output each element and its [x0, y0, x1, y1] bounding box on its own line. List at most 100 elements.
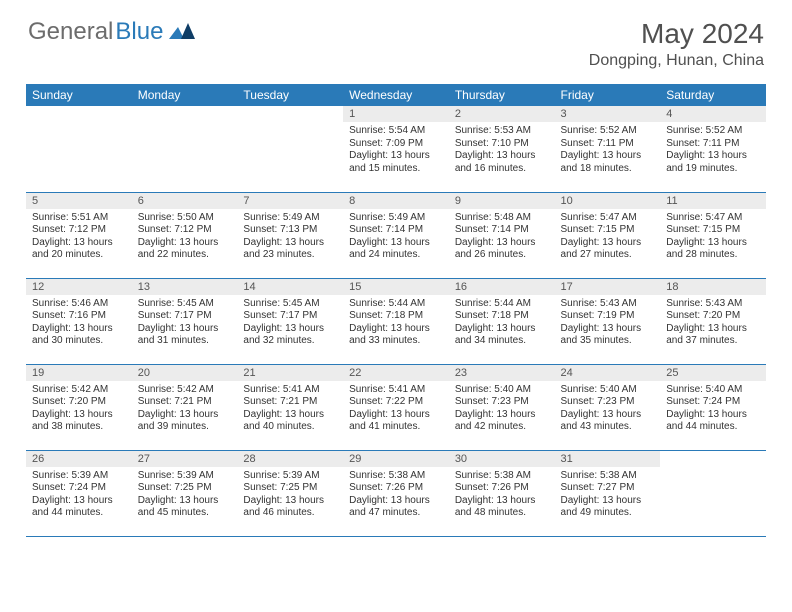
day-number: 5 [26, 193, 132, 209]
calendar-cell: 11Sunrise: 5:47 AMSunset: 7:15 PMDayligh… [660, 192, 766, 278]
day-line-ss: Sunset: 7:23 PM [455, 396, 549, 409]
day-number: 11 [660, 193, 766, 209]
day-line-d1: Daylight: 13 hours [561, 409, 655, 422]
day-line-sr: Sunrise: 5:41 AM [243, 384, 337, 397]
day-line-sr: Sunrise: 5:51 AM [32, 212, 126, 225]
day-line-d2: and 31 minutes. [138, 335, 232, 348]
day-number: 4 [660, 106, 766, 122]
day-body: Sunrise: 5:54 AMSunset: 7:09 PMDaylight:… [343, 122, 449, 179]
day-line-d2: and 23 minutes. [243, 249, 337, 262]
calendar-cell: 26Sunrise: 5:39 AMSunset: 7:24 PMDayligh… [26, 450, 132, 536]
day-line-ss: Sunset: 7:19 PM [561, 310, 655, 323]
calendar-cell: 7Sunrise: 5:49 AMSunset: 7:13 PMDaylight… [237, 192, 343, 278]
day-line-ss: Sunset: 7:11 PM [561, 138, 655, 151]
day-line-d1: Daylight: 13 hours [666, 237, 760, 250]
day-line-ss: Sunset: 7:20 PM [32, 396, 126, 409]
day-body: Sunrise: 5:43 AMSunset: 7:19 PMDaylight:… [555, 295, 661, 352]
calendar-cell: 21Sunrise: 5:41 AMSunset: 7:21 PMDayligh… [237, 364, 343, 450]
calendar-cell [660, 450, 766, 536]
day-line-d2: and 44 minutes. [32, 507, 126, 520]
calendar-cell: 10Sunrise: 5:47 AMSunset: 7:15 PMDayligh… [555, 192, 661, 278]
dow-header: Thursday [449, 84, 555, 106]
day-line-d2: and 35 minutes. [561, 335, 655, 348]
dow-header: Sunday [26, 84, 132, 106]
day-number: 20 [132, 365, 238, 381]
day-line-d1: Daylight: 13 hours [561, 323, 655, 336]
dow-row: SundayMondayTuesdayWednesdayThursdayFrid… [26, 84, 766, 106]
day-line-ss: Sunset: 7:11 PM [666, 138, 760, 151]
day-body: Sunrise: 5:40 AMSunset: 7:24 PMDaylight:… [660, 381, 766, 438]
day-line-d1: Daylight: 13 hours [138, 323, 232, 336]
logo-icon [169, 18, 195, 46]
dow-header: Wednesday [343, 84, 449, 106]
calendar-week: 26Sunrise: 5:39 AMSunset: 7:24 PMDayligh… [26, 450, 766, 536]
calendar-cell: 6Sunrise: 5:50 AMSunset: 7:12 PMDaylight… [132, 192, 238, 278]
day-line-d1: Daylight: 13 hours [561, 237, 655, 250]
calendar-cell: 12Sunrise: 5:46 AMSunset: 7:16 PMDayligh… [26, 278, 132, 364]
day-line-d1: Daylight: 13 hours [349, 150, 443, 163]
day-line-sr: Sunrise: 5:38 AM [349, 470, 443, 483]
day-line-sr: Sunrise: 5:42 AM [138, 384, 232, 397]
day-line-ss: Sunset: 7:17 PM [138, 310, 232, 323]
calendar-cell: 15Sunrise: 5:44 AMSunset: 7:18 PMDayligh… [343, 278, 449, 364]
day-line-sr: Sunrise: 5:46 AM [32, 298, 126, 311]
day-line-ss: Sunset: 7:15 PM [666, 224, 760, 237]
title-month: May 2024 [589, 18, 764, 50]
calendar-cell: 25Sunrise: 5:40 AMSunset: 7:24 PMDayligh… [660, 364, 766, 450]
calendar-cell [237, 106, 343, 192]
day-body: Sunrise: 5:40 AMSunset: 7:23 PMDaylight:… [449, 381, 555, 438]
day-line-d2: and 18 minutes. [561, 163, 655, 176]
day-line-d1: Daylight: 13 hours [138, 409, 232, 422]
day-line-sr: Sunrise: 5:48 AM [455, 212, 549, 225]
day-number: 27 [132, 451, 238, 467]
day-number: 25 [660, 365, 766, 381]
calendar-cell: 17Sunrise: 5:43 AMSunset: 7:19 PMDayligh… [555, 278, 661, 364]
day-body: Sunrise: 5:43 AMSunset: 7:20 PMDaylight:… [660, 295, 766, 352]
day-line-d2: and 30 minutes. [32, 335, 126, 348]
day-line-sr: Sunrise: 5:41 AM [349, 384, 443, 397]
day-line-ss: Sunset: 7:10 PM [455, 138, 549, 151]
day-line-d2: and 42 minutes. [455, 421, 549, 434]
calendar-week: 19Sunrise: 5:42 AMSunset: 7:20 PMDayligh… [26, 364, 766, 450]
day-line-d2: and 47 minutes. [349, 507, 443, 520]
day-number: 31 [555, 451, 661, 467]
calendar-cell [26, 106, 132, 192]
day-line-sr: Sunrise: 5:44 AM [455, 298, 549, 311]
day-line-ss: Sunset: 7:24 PM [32, 482, 126, 495]
day-line-ss: Sunset: 7:20 PM [666, 310, 760, 323]
day-body: Sunrise: 5:41 AMSunset: 7:21 PMDaylight:… [237, 381, 343, 438]
day-body: Sunrise: 5:42 AMSunset: 7:21 PMDaylight:… [132, 381, 238, 438]
day-line-sr: Sunrise: 5:39 AM [138, 470, 232, 483]
day-body: Sunrise: 5:39 AMSunset: 7:25 PMDaylight:… [132, 467, 238, 524]
day-body: Sunrise: 5:45 AMSunset: 7:17 PMDaylight:… [132, 295, 238, 352]
day-line-sr: Sunrise: 5:40 AM [561, 384, 655, 397]
day-body: Sunrise: 5:45 AMSunset: 7:17 PMDaylight:… [237, 295, 343, 352]
day-line-d1: Daylight: 13 hours [349, 237, 443, 250]
day-line-d1: Daylight: 13 hours [32, 237, 126, 250]
day-line-sr: Sunrise: 5:42 AM [32, 384, 126, 397]
day-line-ss: Sunset: 7:27 PM [561, 482, 655, 495]
day-number: 18 [660, 279, 766, 295]
day-line-d2: and 16 minutes. [455, 163, 549, 176]
calendar-cell: 27Sunrise: 5:39 AMSunset: 7:25 PMDayligh… [132, 450, 238, 536]
day-line-sr: Sunrise: 5:38 AM [561, 470, 655, 483]
day-body: Sunrise: 5:39 AMSunset: 7:24 PMDaylight:… [26, 467, 132, 524]
day-line-ss: Sunset: 7:12 PM [32, 224, 126, 237]
day-line-d2: and 41 minutes. [349, 421, 443, 434]
calendar-cell: 16Sunrise: 5:44 AMSunset: 7:18 PMDayligh… [449, 278, 555, 364]
day-body: Sunrise: 5:40 AMSunset: 7:23 PMDaylight:… [555, 381, 661, 438]
day-line-sr: Sunrise: 5:47 AM [561, 212, 655, 225]
day-line-d2: and 48 minutes. [455, 507, 549, 520]
day-number: 8 [343, 193, 449, 209]
calendar-cell: 29Sunrise: 5:38 AMSunset: 7:26 PMDayligh… [343, 450, 449, 536]
day-line-ss: Sunset: 7:25 PM [138, 482, 232, 495]
day-line-sr: Sunrise: 5:39 AM [32, 470, 126, 483]
day-line-sr: Sunrise: 5:50 AM [138, 212, 232, 225]
day-line-ss: Sunset: 7:12 PM [138, 224, 232, 237]
day-line-d1: Daylight: 13 hours [455, 237, 549, 250]
day-line-sr: Sunrise: 5:44 AM [349, 298, 443, 311]
day-line-sr: Sunrise: 5:40 AM [666, 384, 760, 397]
day-line-d1: Daylight: 13 hours [243, 409, 337, 422]
day-number: 29 [343, 451, 449, 467]
day-line-d1: Daylight: 13 hours [666, 150, 760, 163]
